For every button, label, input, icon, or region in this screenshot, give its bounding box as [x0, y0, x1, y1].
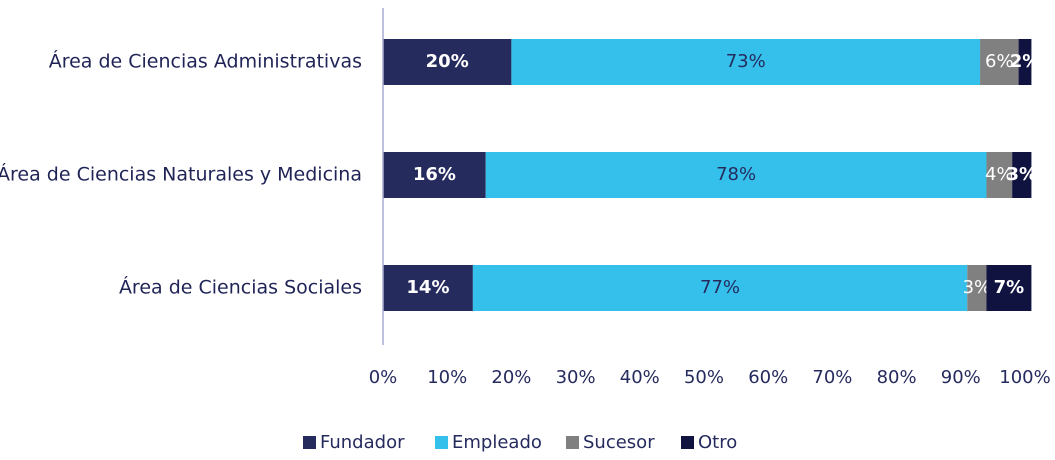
- x-tick-label: 60%: [748, 367, 788, 388]
- data-label: 4%: [985, 164, 1014, 185]
- bar-segment: [383, 152, 486, 198]
- x-tick-label: 50%: [684, 367, 724, 388]
- x-tick-label: 100%: [999, 367, 1050, 388]
- bar-segment: [980, 39, 1019, 85]
- x-tick-label: 30%: [556, 367, 596, 388]
- data-label: 78%: [716, 164, 756, 185]
- data-label: 2%: [1010, 51, 1041, 72]
- bar-segment: [986, 152, 1013, 198]
- data-label: 3%: [1007, 164, 1038, 185]
- x-tick-label: 80%: [877, 367, 917, 388]
- bar-segment: [986, 265, 1032, 311]
- data-label: 77%: [700, 277, 740, 298]
- legend-label: Otro: [698, 432, 737, 453]
- data-label: 3%: [963, 277, 992, 298]
- legend-label: Fundador: [320, 432, 405, 453]
- legend-label: Empleado: [452, 432, 542, 453]
- category-label: Área de Ciencias Sociales: [119, 276, 362, 299]
- bar-segment: [1012, 152, 1032, 198]
- bar-segment: [485, 152, 987, 198]
- category-label: Área de Ciencias Administrativas: [49, 50, 362, 73]
- category-label: Área de Ciencias Naturales y Medicina: [0, 163, 362, 186]
- data-label: 14%: [406, 277, 449, 298]
- bar-segment: [383, 39, 512, 85]
- x-tick-label: 0%: [369, 367, 398, 388]
- bar-segment: [511, 39, 981, 85]
- data-label: 73%: [726, 51, 766, 72]
- legend-swatch: [435, 436, 448, 449]
- bar-segment: [383, 265, 473, 311]
- x-tick-label: 40%: [620, 367, 660, 388]
- data-label: 6%: [985, 51, 1014, 72]
- x-tick-label: 10%: [427, 367, 467, 388]
- bar-segment: [472, 265, 968, 311]
- legend-swatch: [681, 436, 694, 449]
- bar-segment: [967, 265, 987, 311]
- data-label: 16%: [413, 164, 456, 185]
- x-tick-label: 90%: [941, 367, 981, 388]
- legend-swatch: [566, 436, 579, 449]
- legend-label: Sucesor: [583, 432, 655, 453]
- data-label: 7%: [994, 277, 1025, 298]
- data-label: 20%: [426, 51, 469, 72]
- bar-segment: [1018, 39, 1032, 85]
- x-tick-label: 20%: [491, 367, 531, 388]
- legend-swatch: [303, 436, 316, 449]
- x-tick-label: 70%: [812, 367, 852, 388]
